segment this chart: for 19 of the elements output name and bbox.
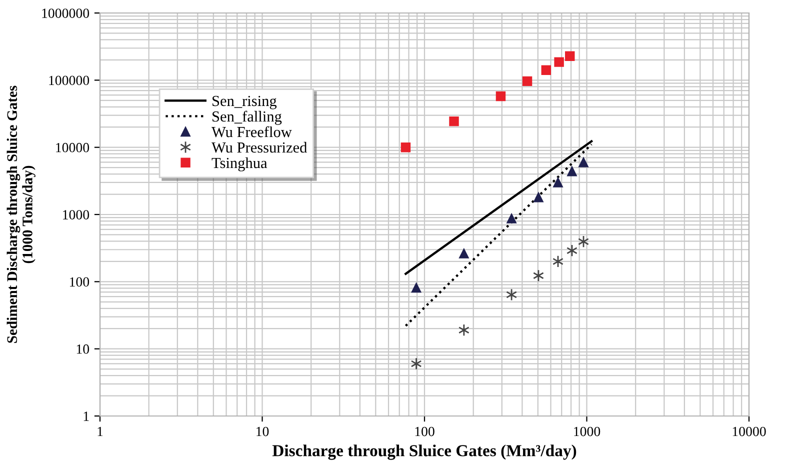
x-tick-label: 10 bbox=[256, 426, 269, 436]
legend-label: Tsinghua bbox=[212, 157, 268, 172]
y-tick-label: 10 bbox=[76, 344, 90, 354]
y-tick-label: 1000 bbox=[63, 210, 90, 220]
y-axis-title: Sediment Discharge through Sluice Gates (1000 Tons/day) bbox=[6, 86, 36, 343]
legend-label: Wu Freeflow bbox=[212, 126, 292, 138]
y-tick-label: 100 bbox=[70, 277, 90, 287]
legend-label: Wu Pressurized bbox=[212, 142, 308, 153]
x-tick-label: 1000 bbox=[574, 426, 600, 436]
legend-label: Sen_rising bbox=[212, 96, 277, 110]
y-tick-label: 1 bbox=[84, 412, 89, 421]
legend-label: Sen_falling bbox=[212, 110, 282, 125]
x-tick-label: 1 bbox=[98, 426, 103, 436]
y-tick-label: 100000 bbox=[49, 76, 90, 86]
y-tick-label: 10000 bbox=[56, 142, 90, 152]
y-tick-label: 1000000 bbox=[42, 8, 90, 18]
x-axis-title: Discharge through Sluice Gates (Mm³/day) bbox=[272, 444, 576, 460]
x-tick-label: 10000 bbox=[732, 426, 766, 436]
x-tick-label: 100 bbox=[415, 426, 434, 436]
